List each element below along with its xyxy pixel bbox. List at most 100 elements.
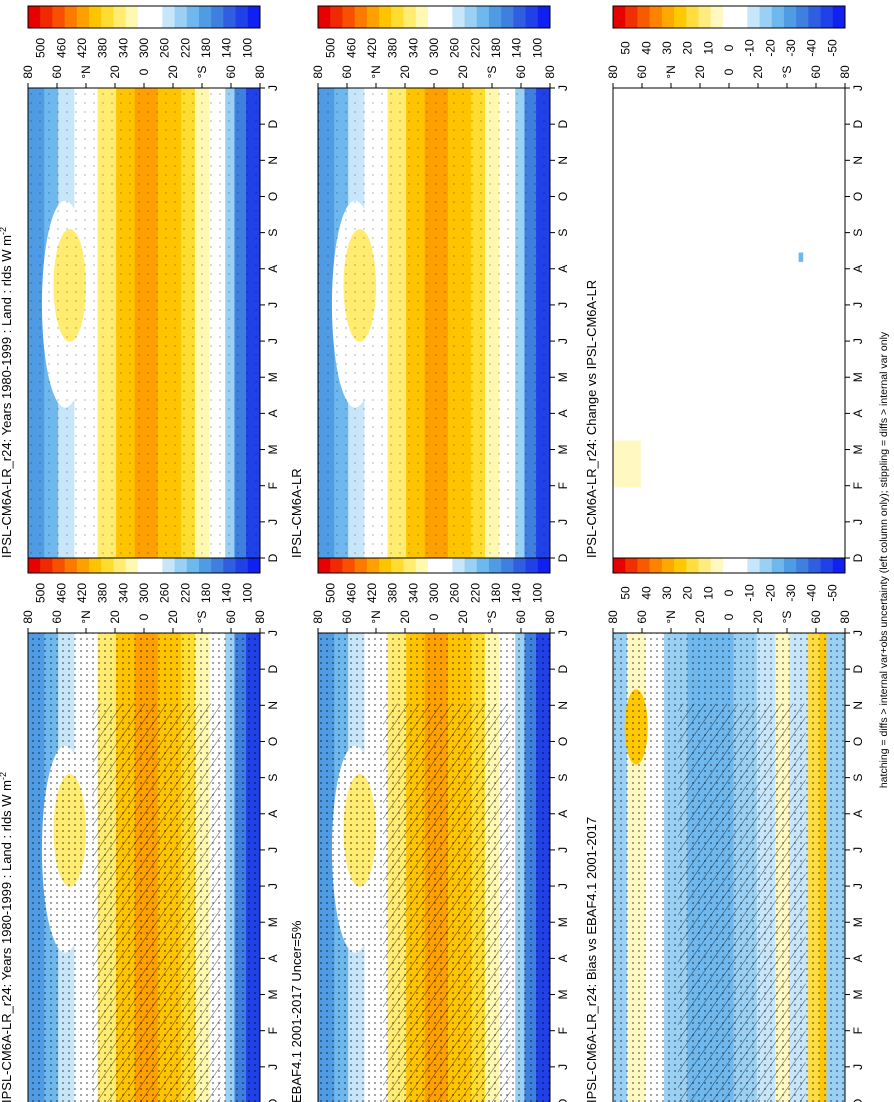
time-tick-label: O — [266, 192, 280, 201]
colorbar-swatch — [64, 6, 78, 28]
colorbar-swatch — [76, 6, 90, 28]
colorbar-swatch — [476, 6, 490, 28]
colorbar-swatch — [415, 6, 429, 28]
colorbar-swatch — [440, 6, 453, 28]
colorbar-label: 50 — [619, 586, 633, 600]
panel-title-superscript: -2 — [0, 772, 8, 780]
colorbar-label: 50 — [619, 41, 633, 55]
colorbar-label: 0 — [722, 589, 736, 596]
lat-tick-label: 0 — [427, 68, 441, 75]
time-tick-label: S — [266, 229, 280, 237]
time-tick-label: N — [851, 701, 865, 710]
time-tick-label: A — [851, 265, 865, 273]
lat-tick-label: 0 — [137, 613, 151, 620]
colorbar-frame — [612, 5, 846, 29]
time-tick-label: S — [556, 229, 570, 237]
colorbar-swatch — [354, 6, 368, 28]
panel-title: IPSL-CM6A-LR — [289, 468, 304, 558]
colorbar-swatch — [28, 6, 41, 28]
colorbar-label: 420 — [365, 583, 379, 603]
colorbar-swatch — [759, 6, 773, 28]
colorbar-label: 140 — [220, 583, 234, 603]
colorbar-label: 40 — [639, 41, 653, 55]
colorbar-label: -50 — [825, 39, 839, 57]
time-tick-label: J — [556, 1064, 570, 1070]
colorbar-label: 180 — [489, 38, 503, 58]
time-tick-label: A — [556, 810, 570, 818]
time-tick-label: J — [556, 630, 570, 636]
colorbar-swatch — [427, 6, 441, 28]
colorbar-swatch — [198, 6, 212, 28]
time-tick-label: A — [556, 265, 570, 273]
stippling — [318, 88, 550, 558]
colorbar-swatch — [625, 6, 638, 28]
colorbar-swatch — [162, 6, 176, 28]
panel-title: IPSL-CM6A-LR_r24: Years 1980-1999 : Land… — [0, 227, 14, 558]
lat-tick-label: 20 — [693, 610, 707, 624]
colorbar-label: 220 — [178, 583, 192, 603]
lat-tick-label: 20 — [166, 65, 180, 79]
colorbar-swatch — [366, 6, 380, 28]
time-tick-label: M — [851, 917, 865, 927]
colorbar-label: 420 — [75, 38, 89, 58]
time-tick-label: M — [851, 990, 865, 1000]
colorbar-swatch — [649, 6, 663, 28]
colorbar-label: 140 — [220, 38, 234, 58]
colorbar-label: 220 — [468, 38, 482, 58]
lat-tick-label: 60 — [50, 65, 64, 79]
colorbar-label: -30 — [784, 584, 798, 602]
colorbar-swatch — [820, 6, 834, 28]
panel-title: IPSL-CM6A-LR_r24: Change vs IPSL-CM6A-LR — [584, 280, 599, 558]
time-tick-label: F — [851, 482, 865, 489]
colorbar-label: 10 — [701, 586, 715, 600]
colorbar-swatch — [113, 6, 127, 28]
lat-tick-label: 60 — [50, 610, 64, 624]
lat-tick-label: 80 — [543, 65, 557, 79]
time-tick-label: J — [851, 1064, 865, 1070]
time-tick-label: D — [851, 1098, 865, 1102]
colorbar-label: 100 — [240, 583, 254, 603]
colorbar-label: 30 — [660, 41, 674, 55]
colorbar-label: 140 — [510, 38, 524, 58]
colorbar-swatch — [488, 6, 502, 28]
lat-tick-label: 20 — [751, 65, 765, 79]
colorbar-label: 180 — [199, 583, 213, 603]
lat-tick-label: 60 — [809, 610, 823, 624]
lat-tick-label: 20 — [456, 610, 470, 624]
panel-ref-right: D J F M A M J J A S O N D J 80 60 °N 20 0 20 °S 60 80 IPSL-CM6A… — [289, 5, 570, 562]
stippling — [613, 633, 845, 1102]
lat-tick-label: 20 — [456, 65, 470, 79]
time-tick-label: S — [266, 774, 280, 782]
time-tick-label: J — [556, 847, 570, 853]
time-tick-label: J — [851, 85, 865, 91]
colorbar-swatch — [379, 6, 392, 28]
colorbar-swatch — [796, 6, 809, 28]
time-tick-label: J — [851, 519, 865, 525]
lat-tick-label: 80 — [253, 65, 267, 79]
colorbar-label: 260 — [448, 583, 462, 603]
time-tick-label: J — [266, 883, 280, 889]
time-tick-label: M — [851, 372, 865, 382]
map-field — [28, 88, 260, 558]
time-tick-label: A — [266, 810, 280, 818]
colorbar-label: 180 — [489, 583, 503, 603]
colorbar-swatch — [747, 6, 761, 28]
colorbar-label: 100 — [240, 38, 254, 58]
colorbar-label: 460 — [54, 38, 68, 58]
time-tick-label: O — [851, 737, 865, 746]
colorbar-label: -40 — [805, 584, 819, 602]
time-tick-label: J — [851, 338, 865, 344]
colorbar-label: 260 — [158, 38, 172, 58]
colorbar-label: 340 — [406, 38, 420, 58]
colorbar-label: 500 — [34, 583, 48, 603]
colorbar-swatch — [808, 6, 822, 28]
time-tick-label: O — [851, 192, 865, 201]
lat-tick-label: 80 — [253, 610, 267, 624]
lat-tick-label: 0 — [722, 613, 736, 620]
time-tick-label: A — [266, 265, 280, 273]
stippling — [28, 633, 260, 1102]
colorbar-label: 300 — [137, 38, 151, 58]
lat-tick-label: 20 — [108, 610, 122, 624]
time-tick-label: S — [556, 774, 570, 782]
